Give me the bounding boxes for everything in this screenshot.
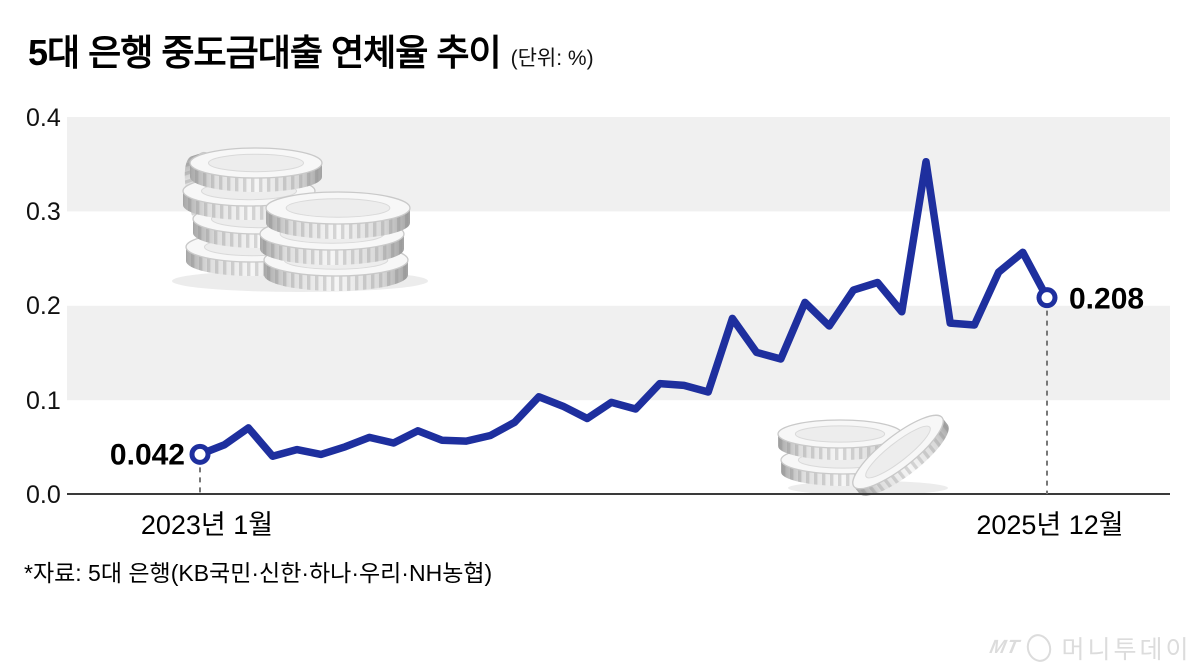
y-tick-label: 0.1 xyxy=(26,387,61,415)
unit-label: (단위: %) xyxy=(510,47,594,70)
y-axis-labels: 0.4 0.3 0.2 0.1 0.0 xyxy=(26,104,61,509)
page-title: 5대 은행 중도금대출 연체율 추이 xyxy=(28,32,502,73)
end-point-marker xyxy=(1036,287,1058,309)
coin-stack-large-icon xyxy=(172,147,428,292)
y-tick-label: 0.3 xyxy=(26,198,61,226)
grid-band-01-02 xyxy=(67,305,1170,401)
source-note: *자료: 5대 은행(KB국민·신한·하나·우리·NH농협) xyxy=(24,560,493,586)
x-tick-start: 2023년 1월 xyxy=(141,510,273,540)
y-tick-label: 0.0 xyxy=(26,481,61,509)
x-tick-end: 2025년 12월 xyxy=(976,510,1123,540)
end-value-label: 0.208 xyxy=(1069,283,1144,316)
start-value-label: 0.042 xyxy=(110,438,185,471)
mt-logo-ring-icon xyxy=(1023,630,1056,666)
mt-logo-text: MT xyxy=(987,637,1022,658)
series-line xyxy=(196,157,1051,460)
publisher-name: 머니투데이 xyxy=(1061,636,1192,664)
coin-stack-small-icon xyxy=(777,414,949,496)
start-point-marker xyxy=(189,443,211,465)
chart-header: 5대 은행 중도금대출 연체율 추이 (단위: %) xyxy=(28,24,594,76)
y-tick-label: 0.4 xyxy=(26,104,61,132)
publisher-watermark: MT 머니투데이 xyxy=(987,630,1192,666)
y-tick-label: 0.2 xyxy=(26,292,61,320)
